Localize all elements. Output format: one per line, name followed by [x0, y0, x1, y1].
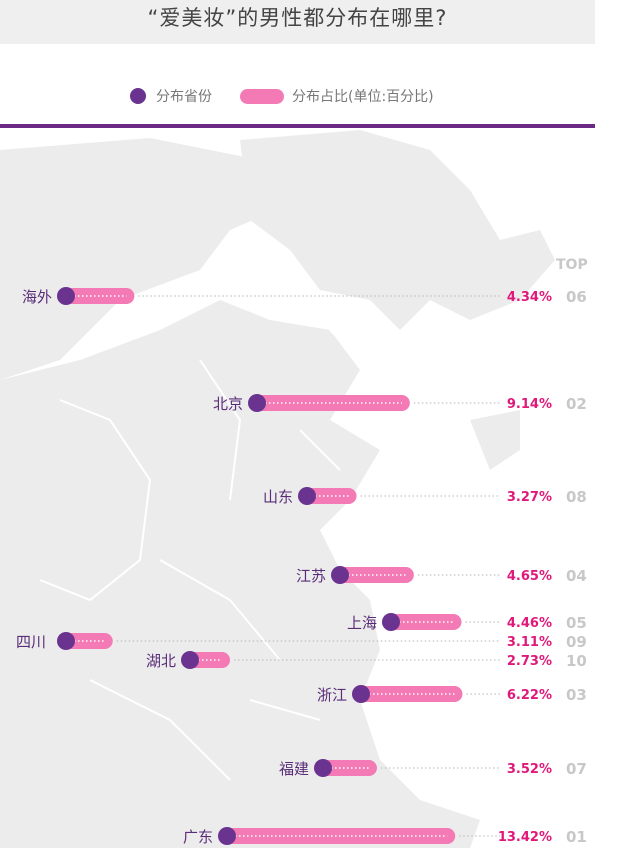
value-label: 13.42%: [498, 830, 552, 845]
province-dot: [248, 394, 266, 412]
province-dot: [382, 613, 400, 631]
province-dot: [57, 632, 75, 650]
rank-label: 08: [566, 488, 587, 506]
province-dot: [352, 685, 370, 703]
data-bar: [58, 288, 135, 304]
rank-label: 02: [566, 395, 587, 413]
value-label: 6.22%: [507, 688, 552, 703]
value-label: 2.73%: [507, 654, 552, 669]
value-label: 3.52%: [507, 762, 552, 777]
province-label: 四川: [16, 633, 46, 651]
value-label: 9.14%: [507, 397, 552, 412]
map-background: [0, 130, 595, 848]
province-label: 江苏: [296, 567, 326, 585]
value-label: 3.11%: [507, 635, 552, 650]
province-dot: [298, 487, 316, 505]
data-bar: [383, 614, 462, 630]
divider: [0, 124, 595, 128]
value-label: 4.34%: [507, 290, 552, 305]
value-label: 3.27%: [507, 490, 552, 505]
rank-label: 06: [566, 288, 587, 306]
rank-label: 01: [566, 828, 587, 846]
value-label: 4.46%: [507, 616, 552, 631]
top-label: TOP: [556, 257, 588, 273]
legend-bar-icon: [240, 88, 284, 104]
page-title: “爱美妆”的男性都分布在哪里?: [147, 6, 448, 30]
data-bar: [219, 828, 456, 844]
province-label: 浙江: [317, 686, 347, 704]
legend-province-label: 分布省份: [156, 89, 212, 105]
rank-label: 04: [566, 567, 587, 585]
title-bar: “爱美妆”的男性都分布在哪里?: [0, 0, 595, 44]
province-dot: [57, 287, 75, 305]
province-dot: [314, 759, 332, 777]
rank-label: 09: [566, 633, 587, 651]
rank-label: 05: [566, 614, 587, 632]
legend: 分布省份 分布占比(单位:百分比): [130, 84, 434, 108]
legend-share-label: 分布占比(单位:百分比): [292, 89, 434, 105]
province-dot: [331, 566, 349, 584]
province-label: 上海: [347, 614, 377, 632]
province-label: 福建: [279, 760, 309, 778]
province-label: 北京: [213, 395, 243, 413]
rank-label: 03: [566, 686, 587, 704]
value-label: 4.65%: [507, 569, 552, 584]
province-dot: [181, 651, 199, 669]
legend-dot-icon: [130, 88, 146, 104]
rank-label: 07: [566, 760, 587, 778]
rank-label: 10: [566, 652, 587, 670]
province-label: 海外: [22, 288, 52, 306]
province-label: 湖北: [146, 652, 176, 670]
province-label: 广东: [183, 828, 213, 846]
province-label: 山东: [263, 488, 293, 506]
province-dot: [218, 827, 236, 845]
data-bar: [353, 686, 463, 702]
